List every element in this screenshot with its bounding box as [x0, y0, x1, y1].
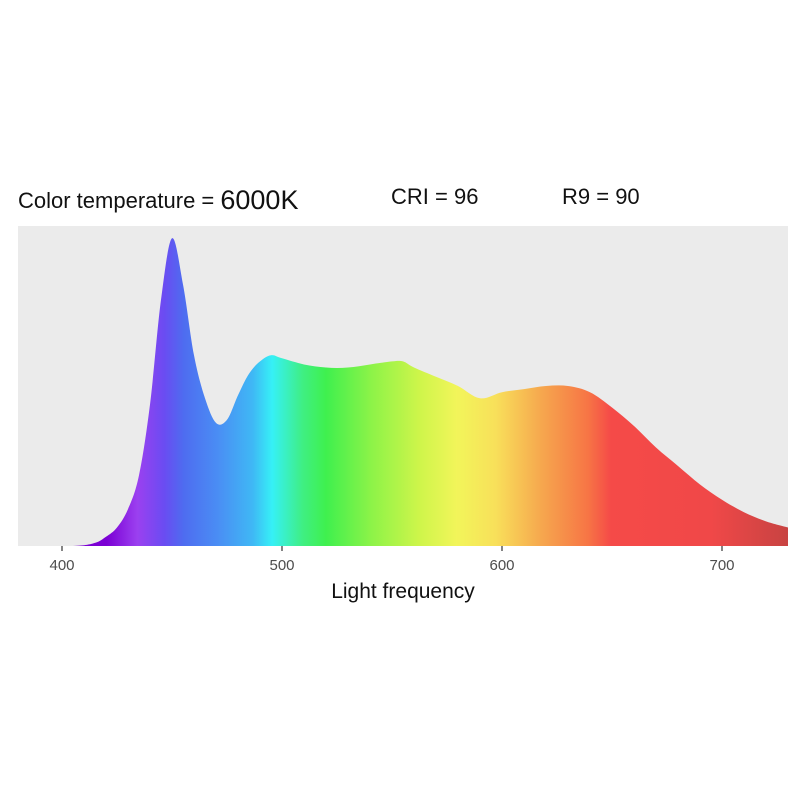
color-temperature-text: Color temperature = 6000K: [18, 184, 298, 215]
x-axis-ticks: 400 500 600 700: [49, 546, 735, 574]
color-temperature-label: Color temperature =: [18, 188, 221, 213]
r9-text: R9 = 90: [562, 184, 640, 209]
chart-header: Color temperature = 6000K CRI = 96 R9 = …: [18, 184, 788, 220]
spectrum-area: [18, 238, 788, 546]
x-tick-label: 500: [269, 557, 294, 574]
color-temperature-value: 6000K: [220, 185, 299, 215]
x-tick-label: 400: [49, 557, 74, 574]
x-axis-label: Light frequency: [331, 580, 475, 603]
x-tick-label: 700: [709, 557, 734, 574]
cri-text: CRI = 96: [391, 184, 479, 209]
x-tick-label: 600: [489, 557, 514, 574]
spectrum-chart: 400 500 600 700: [18, 226, 788, 574]
